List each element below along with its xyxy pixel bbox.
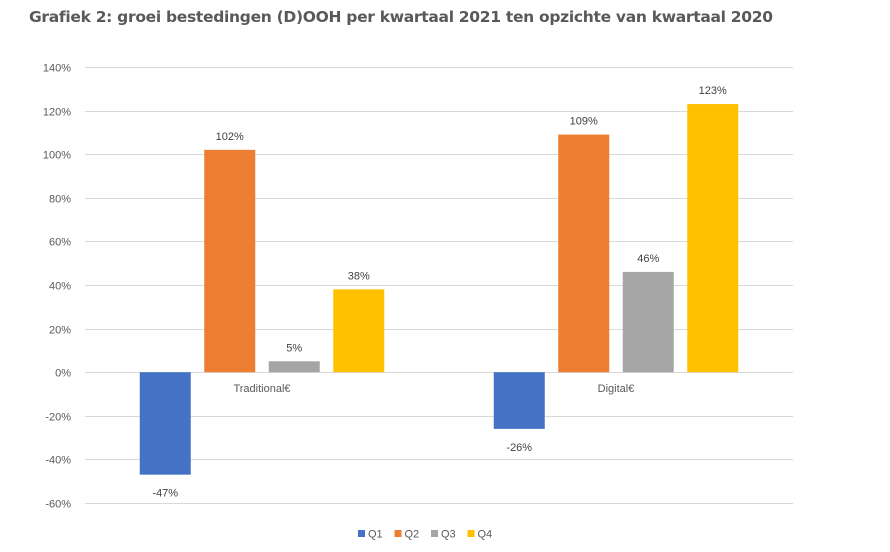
- data-label: 109%: [570, 116, 598, 128]
- y-tick-label: -40%: [45, 455, 71, 467]
- legend-label: Q4: [478, 529, 493, 541]
- y-tick-label: 140%: [43, 63, 71, 75]
- y-tick-label: 120%: [43, 107, 71, 119]
- bar-q3: [268, 361, 320, 373]
- legend-swatch-q1: [358, 530, 365, 537]
- category-label: Traditional€: [233, 383, 290, 395]
- y-axis-ticks: 140% 120% 100% 80% 60% 40% 20% 0% -20% -40% -60%: [43, 63, 71, 511]
- legend-swatch-q2: [394, 530, 402, 537]
- legend-swatch-q3: [431, 530, 438, 537]
- bar-q2: [558, 134, 610, 373]
- y-tick-label: 100%: [43, 150, 71, 162]
- y-tick-label: 40%: [49, 281, 71, 293]
- data-labels: -47% 102% 5% 38% -26% 109% 46% 123%: [152, 85, 727, 500]
- data-label: 123%: [699, 85, 727, 97]
- category-label: Digital€: [598, 383, 635, 395]
- y-tick-label: -20%: [45, 412, 71, 424]
- legend-label: Q1: [368, 529, 383, 541]
- data-label: 5%: [286, 342, 302, 354]
- gridlines: [85, 67, 793, 504]
- data-label: -26%: [506, 442, 532, 454]
- legend-swatch-q4: [467, 530, 475, 537]
- category-labels: Traditional€ Digital€: [233, 383, 634, 395]
- bar-q2: [204, 149, 256, 373]
- bar-q4: [333, 289, 385, 373]
- bar-q4: [687, 104, 739, 373]
- data-label: 102%: [216, 131, 244, 143]
- bar-q3: [622, 271, 674, 373]
- y-tick-label: 60%: [49, 237, 71, 249]
- legend-label: Q3: [441, 529, 456, 541]
- y-tick-label: 20%: [49, 325, 71, 337]
- data-label: 38%: [348, 270, 370, 282]
- chart-title: Grafiek 2: groei bestedingen (D)OOH per …: [29, 8, 773, 26]
- y-tick-label: 80%: [49, 194, 71, 206]
- bar-q1: [139, 372, 191, 475]
- bar-q1: [493, 372, 545, 429]
- bars: [139, 104, 739, 475]
- y-tick-label: -60%: [45, 499, 71, 511]
- data-label: -47%: [152, 488, 178, 500]
- legend-label: Q2: [405, 529, 420, 541]
- data-label: 46%: [637, 253, 659, 265]
- legend: Q1 Q2 Q3 Q4: [358, 529, 492, 541]
- y-tick-label: 0%: [55, 368, 71, 380]
